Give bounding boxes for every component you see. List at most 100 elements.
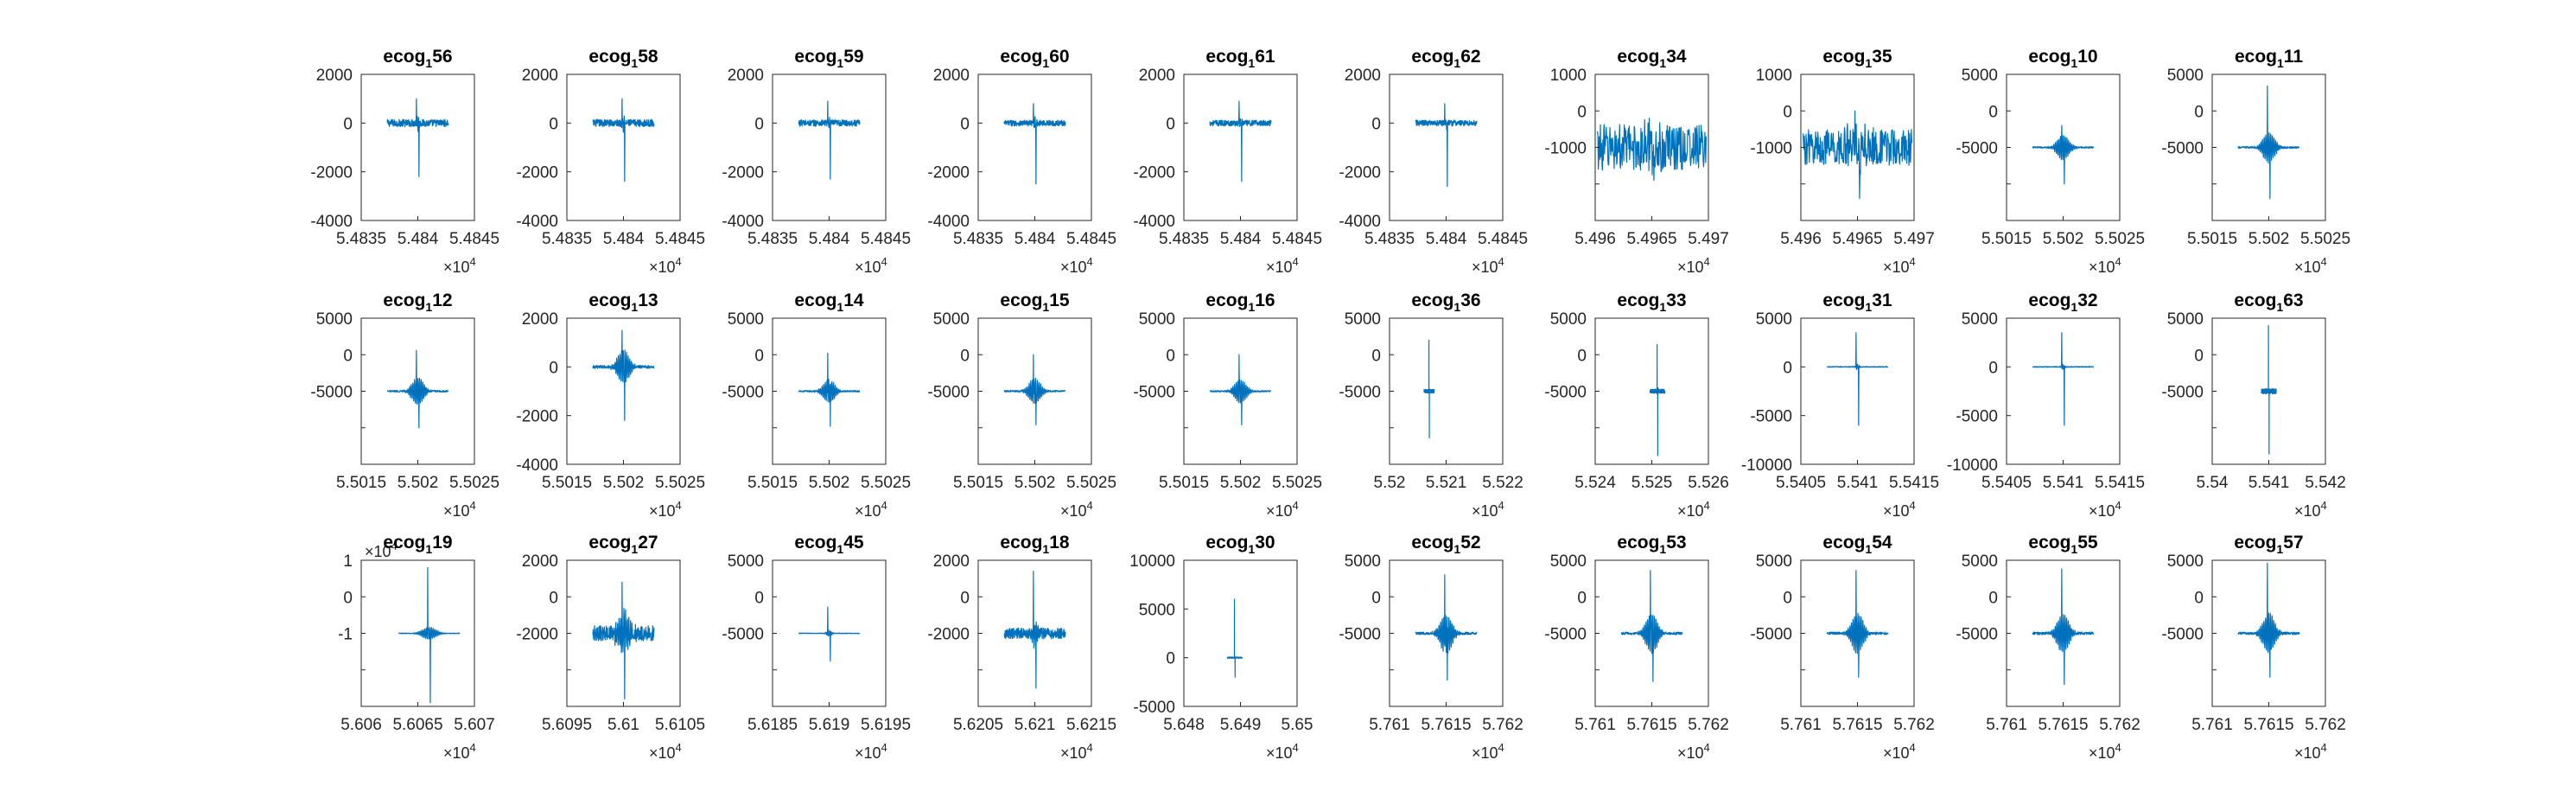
axes-box bbox=[772, 73, 887, 221]
x-tick-label: 5.497 bbox=[1893, 230, 1935, 248]
x-tick-label: 5.502 bbox=[2248, 230, 2290, 248]
subplot-title: ecog127 bbox=[588, 533, 658, 556]
signal-line bbox=[1423, 339, 1435, 439]
signal-line bbox=[798, 606, 861, 662]
x-tick-label: 5.7615 bbox=[2243, 716, 2293, 734]
y-tick-label: 0 bbox=[960, 589, 970, 607]
y-tick-label: -2000 bbox=[310, 164, 353, 182]
signal-line bbox=[798, 100, 861, 180]
subplot-title: ecog160 bbox=[1000, 47, 1069, 70]
y-tick-label: 5000 bbox=[1962, 67, 1998, 85]
x-tick-label: 5.7615 bbox=[1832, 716, 1882, 734]
y-tick-label: -4000 bbox=[516, 213, 558, 231]
y-tick-label: 5000 bbox=[728, 552, 764, 571]
x-exponent-label: ×104 bbox=[1472, 255, 1504, 276]
y-tick-label: 5000 bbox=[1550, 552, 1587, 571]
y-tick-label: 2000 bbox=[933, 67, 970, 85]
y-tick-label: 2000 bbox=[1139, 67, 1175, 85]
y-tick-label: -5000 bbox=[2161, 140, 2204, 158]
x-exponent-label: ×104 bbox=[1266, 741, 1299, 762]
x-tick-label: 5.5015 bbox=[953, 474, 1003, 492]
x-exponent-label: ×104 bbox=[2089, 741, 2121, 762]
subplot-ecog-33: 5000 0 -5000 5.524 5.525 5.526 ×104 ecog133 bbox=[1544, 291, 1728, 520]
x-exponent-label: ×104 bbox=[1060, 741, 1093, 762]
x-tick-label: 5.5015 bbox=[336, 474, 386, 492]
signal-line bbox=[1826, 332, 1889, 426]
x-tick-label: 5.484 bbox=[1014, 230, 1056, 248]
y-exponent-label: ×104 bbox=[365, 540, 398, 560]
y-tick-label: -5000 bbox=[1544, 626, 1587, 644]
y-tick-label: -5000 bbox=[927, 384, 970, 402]
x-tick-label: 5.7615 bbox=[1626, 716, 1676, 734]
signal-line bbox=[1209, 100, 1272, 182]
signal-line bbox=[592, 98, 655, 182]
y-tick-label: 5000 bbox=[1756, 310, 1792, 329]
y-tick-label: 0 bbox=[1371, 347, 1381, 365]
y-tick-label: 0 bbox=[1988, 359, 1998, 377]
subplot-ecog-14: 5000 0 -5000 5.5015 5.502 5.5025 ×104 ecog114 bbox=[722, 291, 911, 520]
y-tick-label: 5000 bbox=[1139, 310, 1175, 329]
x-tick-label: 5.521 bbox=[1426, 474, 1467, 492]
axes-box bbox=[566, 73, 681, 221]
y-tick-label: -5000 bbox=[1956, 408, 1998, 426]
x-tick-label: 5.761 bbox=[1986, 716, 2027, 734]
axes-box bbox=[360, 73, 475, 221]
x-tick-label: 5.7615 bbox=[2038, 716, 2088, 734]
subplot-title: ecog130 bbox=[1205, 533, 1275, 556]
axes-box bbox=[566, 317, 681, 465]
y-tick-label: -4000 bbox=[1339, 213, 1381, 231]
subplot-ecog-15: 5000 0 -5000 5.5015 5.502 5.5025 ×104 ecog115 bbox=[927, 291, 1116, 520]
x-exponent-label: ×104 bbox=[2294, 499, 2327, 520]
y-tick-label: 0 bbox=[1166, 115, 1175, 133]
x-tick-label: 5.52 bbox=[1374, 474, 1406, 492]
y-tick-label: -10000 bbox=[1947, 457, 1998, 475]
signal-line bbox=[1003, 354, 1066, 425]
x-tick-label: 5.4835 bbox=[1159, 230, 1209, 248]
x-exponent-label: ×104 bbox=[649, 741, 682, 762]
y-tick-label: -5000 bbox=[722, 626, 764, 644]
subplot-title: ecog131 bbox=[1822, 291, 1892, 314]
subplot-ecog-12: 5000 0 -5000 5.5015 5.502 5.5025 ×104 ecog112 bbox=[310, 291, 499, 520]
x-tick-label: 5.497 bbox=[1688, 230, 1729, 248]
x-tick-label: 5.4845 bbox=[1272, 230, 1322, 248]
x-tick-label: 5.761 bbox=[1780, 716, 1822, 734]
x-exponent-label: ×104 bbox=[1266, 255, 1299, 276]
subplot-title: ecog110 bbox=[2028, 47, 2097, 70]
subplot-ecog-36: 5000 0 -5000 5.52 5.521 5.522 ×104 ecog136 bbox=[1339, 291, 1523, 520]
y-tick-label: 0 bbox=[1166, 347, 1175, 365]
subplot-title: ecog159 bbox=[794, 47, 863, 70]
y-tick-label: -2000 bbox=[516, 164, 558, 182]
y-tick-label: -5000 bbox=[722, 384, 764, 402]
x-tick-label: 5.6195 bbox=[861, 716, 911, 734]
x-tick-label: 5.5025 bbox=[655, 474, 705, 492]
x-tick-label: 5.4845 bbox=[861, 230, 911, 248]
x-tick-label: 5.65 bbox=[1282, 716, 1313, 734]
subplot-ecog-35: 1000 0 -1000 5.496 5.4965 5.497 ×104 ecog135 bbox=[1750, 47, 1934, 276]
x-tick-label: 5.649 bbox=[1220, 716, 1262, 734]
y-tick-label: 0 bbox=[549, 589, 558, 607]
x-exponent-label: ×104 bbox=[649, 255, 682, 276]
x-tick-label: 5.4835 bbox=[953, 230, 1003, 248]
x-tick-label: 5.4845 bbox=[1478, 230, 1528, 248]
y-tick-label: 1000 bbox=[1550, 67, 1587, 85]
subplot-title: ecog111 bbox=[2235, 47, 2303, 70]
x-tick-label: 5.762 bbox=[1893, 716, 1935, 734]
x-tick-label: 5.502 bbox=[603, 474, 645, 492]
subplot-title: ecog112 bbox=[383, 291, 452, 314]
y-tick-label: -5000 bbox=[1750, 626, 1792, 644]
x-exponent-label: ×104 bbox=[1883, 255, 1916, 276]
x-tick-label: 5.484 bbox=[603, 230, 645, 248]
y-tick-label: -5000 bbox=[1956, 140, 1998, 158]
y-tick-label: 5000 bbox=[316, 310, 353, 329]
x-tick-label: 5.5405 bbox=[1981, 474, 2032, 492]
y-tick-label: 5000 bbox=[933, 310, 970, 329]
x-exponent-label: ×104 bbox=[2294, 255, 2327, 276]
x-tick-label: 5.4835 bbox=[747, 230, 798, 248]
x-exponent-label: ×104 bbox=[443, 499, 476, 520]
y-tick-label: 2000 bbox=[522, 67, 558, 85]
y-tick-label: 2000 bbox=[522, 310, 558, 329]
x-tick-label: 5.762 bbox=[2099, 716, 2140, 734]
